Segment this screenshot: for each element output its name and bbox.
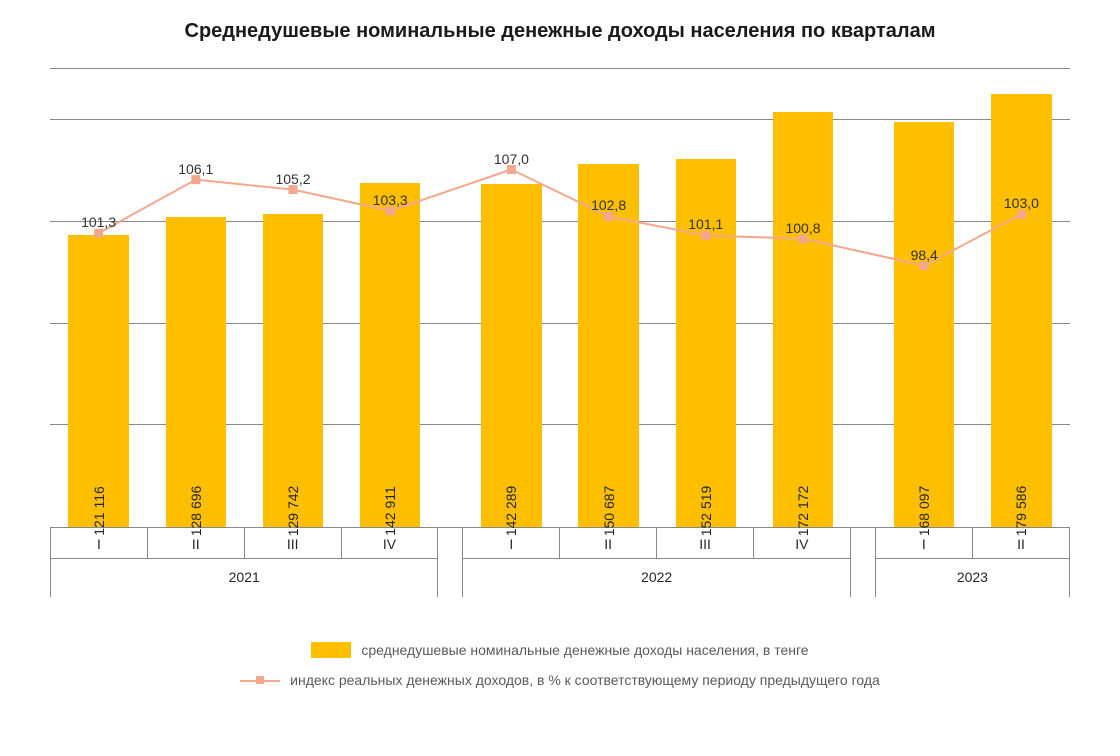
bar-slot: 152 519 [657, 69, 754, 527]
chart-plot-area: 121 116 128 696 129 742 142 911 142 289 150 6… [50, 68, 1070, 528]
legend-label-line: индекс реальных денежных доходов, в % к … [290, 672, 880, 688]
bar-slot: 172 172 [754, 69, 851, 527]
bar-slot: 121 116 [50, 69, 147, 527]
x-axis-year-group: III2023 [875, 528, 1070, 597]
bar: 142 911 [360, 183, 420, 527]
bar-slot: 150 687 [560, 69, 657, 527]
line-value-label: 105,2 [275, 170, 310, 186]
bar: 142 289 [481, 184, 541, 527]
line-value-label: 100,8 [785, 220, 820, 236]
x-axis-year-label: 2023 [876, 559, 1069, 597]
bar-slot: 168 097 [876, 69, 973, 527]
line-value-label: 103,3 [373, 192, 408, 208]
bar-slot: 142 911 [342, 69, 439, 527]
bar: 121 116 [68, 235, 128, 527]
bar-slot: 179 586 [973, 69, 1070, 527]
bar: 152 519 [676, 159, 736, 527]
x-axis: IIIIIIIV2021 IIIIIIIV2022 III2023 [50, 528, 1070, 597]
x-axis-year-label: 2022 [463, 559, 849, 597]
bar-slot: 128 696 [147, 69, 244, 527]
bar: 150 687 [578, 164, 638, 527]
line-value-label: 102,8 [591, 197, 626, 213]
x-axis-year-group: IIIIIIIV2022 [462, 528, 850, 597]
bar-value-label: 150 687 [601, 486, 617, 537]
legend-swatch-line [240, 672, 280, 688]
bar-value-label: 129 742 [285, 486, 301, 537]
chart-title: Среднедушевые номинальные денежные доход… [50, 20, 1070, 43]
bar-value-label: 152 519 [698, 486, 714, 537]
line-value-label: 98,4 [911, 246, 938, 262]
bars-container: 121 116 128 696 129 742 142 911 142 289 150 6… [50, 69, 1070, 527]
bar: 128 696 [166, 217, 226, 527]
line-value-label: 107,0 [494, 150, 529, 166]
line-value-label: 101,3 [81, 214, 116, 230]
x-axis-year-label: 2021 [51, 559, 437, 597]
bar-value-label: 142 911 [382, 486, 398, 536]
line-value-label: 103,0 [1004, 195, 1039, 211]
bar: 168 097 [894, 122, 954, 527]
bar-value-label: 128 696 [188, 486, 204, 537]
bar: 179 586 [991, 94, 1051, 527]
bar-slot: 129 742 [244, 69, 341, 527]
legend-swatch-bar [311, 642, 351, 658]
line-value-label: 101,1 [688, 216, 723, 232]
legend-item-line: индекс реальных денежных доходов, в % к … [240, 672, 880, 688]
year-group: 168 097 179 586 [876, 69, 1070, 527]
year-group: 121 116 128 696 129 742 142 911 [50, 69, 439, 527]
legend-item-bar: среднедушевые номинальные денежные доход… [311, 642, 808, 658]
x-axis-year-group: IIIIIIIV2021 [50, 528, 438, 597]
bar-value-label: 168 097 [916, 486, 932, 537]
bar-value-label: 121 116 [91, 486, 107, 536]
legend-label-bar: среднедушевые номинальные денежные доход… [361, 642, 808, 658]
bar-slot: 142 289 [463, 69, 560, 527]
bar: 172 172 [773, 112, 833, 527]
bar-value-label: 172 172 [795, 486, 811, 537]
bar-value-label: 179 586 [1013, 486, 1029, 537]
legend: среднедушевые номинальные денежные доход… [50, 642, 1070, 688]
line-value-label: 106,1 [178, 160, 213, 176]
year-group: 142 289 150 687 152 519 172 172 [463, 69, 852, 527]
bar-value-label: 142 289 [503, 486, 519, 537]
bar: 129 742 [263, 214, 323, 527]
